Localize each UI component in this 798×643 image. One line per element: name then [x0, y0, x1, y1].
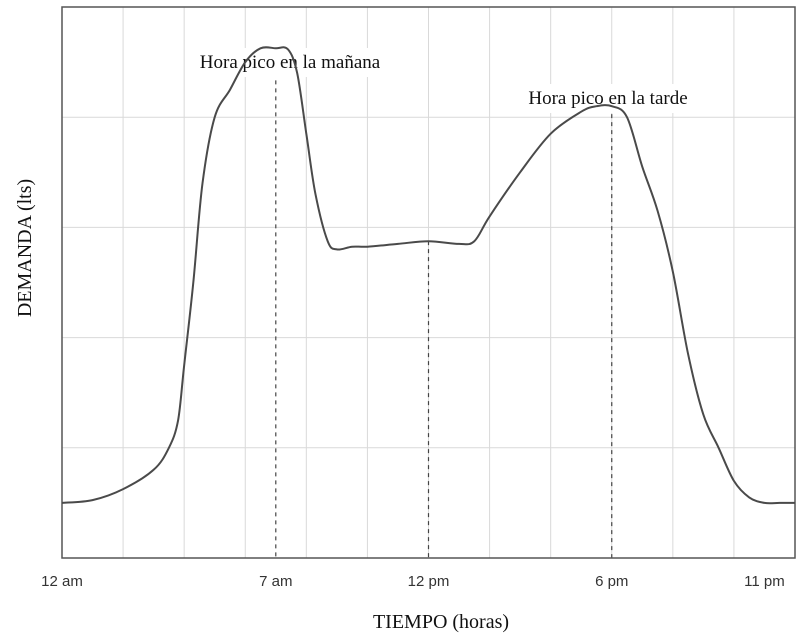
x-axis-label: TIEMPO (horas): [373, 611, 509, 633]
plot-frame: [61, 6, 796, 559]
x-tick-label: 6 pm: [595, 573, 628, 590]
demand-series-line: [61, 46, 795, 505]
peak-annotation: Hora pico en la tarde: [528, 88, 687, 109]
x-tick-labels: 12 am 7 am 12 pm 6 pm 11 pm: [41, 573, 785, 590]
annotation-background: [522, 84, 694, 113]
x-tick-label: 12 am: [41, 573, 83, 590]
annotations: Hora pico en la mañana Hora pico en la ta…: [193, 48, 694, 113]
y-axis-label: DEMANDA (lts): [14, 179, 36, 317]
x-tick-label: 11 pm: [744, 573, 785, 590]
x-tick-label: 12 pm: [408, 573, 450, 590]
reference-lines: [275, 48, 613, 558]
x-tick-label: 7 am: [259, 573, 292, 590]
peak-annotation: Hora pico en la mañana: [200, 52, 381, 73]
